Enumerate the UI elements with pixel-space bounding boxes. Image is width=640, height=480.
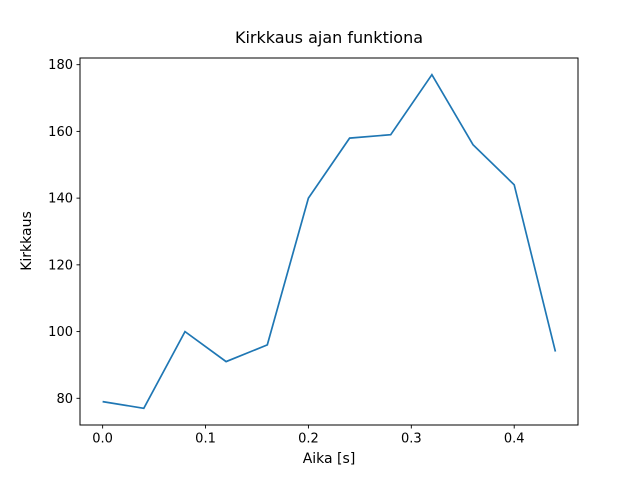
- chart-title: Kirkkaus ajan funktiona: [235, 28, 423, 47]
- y-tick-label: 120: [48, 258, 73, 273]
- y-axis-label: Kirkkaus: [19, 211, 35, 271]
- x-tick-label: 0.3: [401, 432, 422, 447]
- x-tick-label: 0.4: [504, 432, 525, 447]
- y-tick-label: 180: [48, 58, 73, 73]
- x-tick-label: 0.2: [298, 432, 319, 447]
- data-series-line: [102, 73, 557, 410]
- x-tick-label: 0.0: [92, 432, 113, 447]
- plot-area: [79, 57, 579, 426]
- y-tick-label: 80: [56, 392, 73, 407]
- y-tick-label: 140: [48, 192, 73, 207]
- x-axis-label: Aika [s]: [303, 451, 356, 467]
- y-tick-label: 100: [48, 325, 73, 340]
- y-axis-ticks: 80 100 120 140 160 180: [48, 58, 80, 407]
- x-axis-ticks: 0.0 0.1 0.2 0.3 0.4: [92, 425, 525, 447]
- y-tick-label: 160: [48, 125, 73, 140]
- x-tick-label: 0.1: [195, 432, 216, 447]
